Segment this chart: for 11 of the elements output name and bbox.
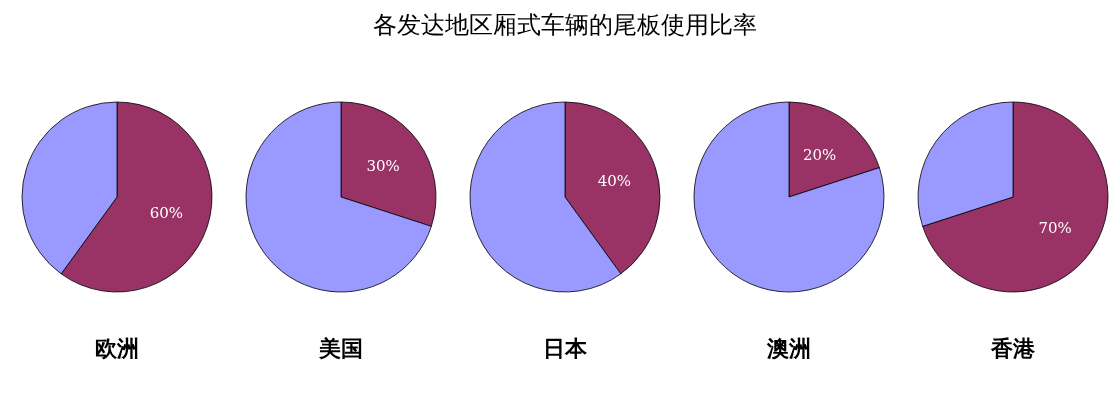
chart-title: 各发达地区厢式车辆的尾板使用比率 <box>373 11 757 40</box>
slice-label: 日本 <box>543 334 588 361</box>
data-label: 60% <box>149 204 184 223</box>
slice-label: 澳洲 <box>766 334 811 361</box>
slice-label: 美国 <box>318 334 363 361</box>
slice-label: 香港 <box>990 334 1036 361</box>
data-label: 30% <box>366 157 400 176</box>
slice-label: 欧洲 <box>95 334 139 361</box>
data-label: 40% <box>597 171 632 190</box>
data-label: 20% <box>802 145 837 164</box>
data-label: 70% <box>1038 218 1072 237</box>
